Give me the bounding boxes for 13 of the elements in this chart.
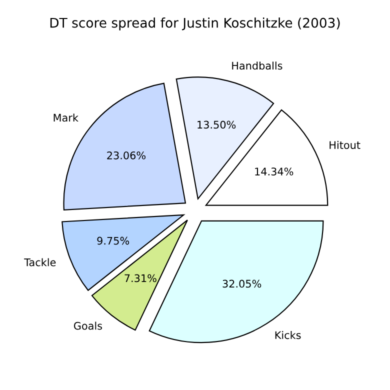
chart-title: DT score spread for Justin Koschitzke (2003) [50, 18, 340, 30]
slice-label: Handballs [232, 62, 282, 70]
slice-label: Tackle [24, 258, 56, 266]
slice-label: Goals [74, 322, 102, 330]
data-label: 7.31% [124, 274, 156, 282]
slice-label: Hitout [330, 140, 360, 149]
data-label: 23.06% [107, 151, 146, 160]
data-label: 13.50% [198, 120, 236, 129]
slice-label: Kicks [275, 331, 301, 340]
data-label: 9.75% [97, 236, 130, 245]
data-label: 32.05% [222, 280, 262, 288]
slice-label: Mark [54, 114, 78, 122]
data-label: 14.34% [255, 168, 294, 176]
